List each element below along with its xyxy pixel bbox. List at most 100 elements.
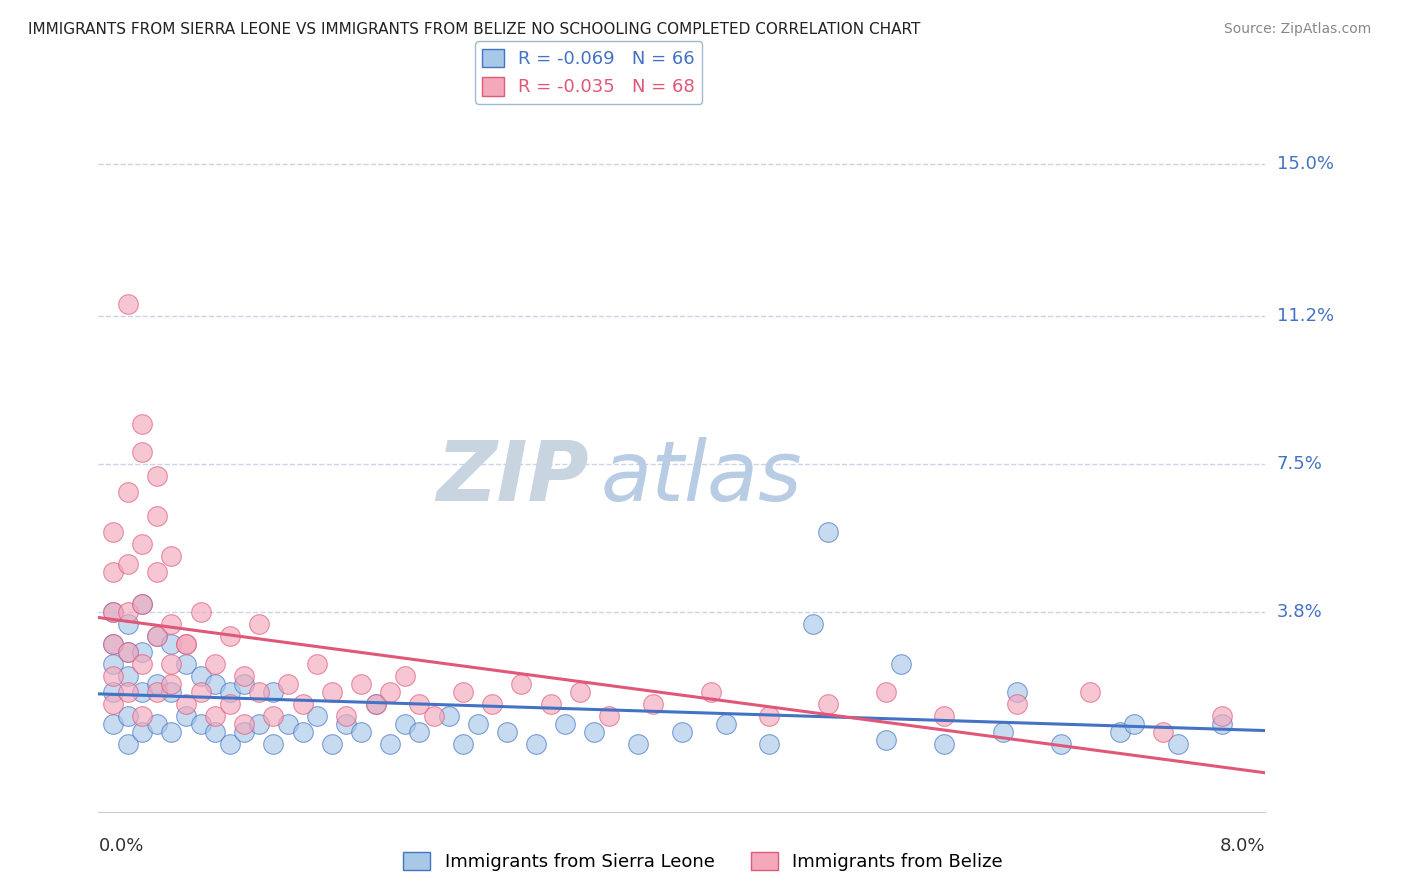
Point bbox=[204, 677, 226, 691]
Point bbox=[262, 737, 284, 751]
Point bbox=[467, 716, 489, 731]
Point bbox=[146, 716, 169, 731]
Point bbox=[1152, 724, 1174, 739]
Point bbox=[817, 697, 839, 711]
Point bbox=[101, 637, 124, 651]
Point bbox=[101, 657, 124, 671]
Point bbox=[190, 685, 212, 699]
Point bbox=[321, 685, 343, 699]
Point bbox=[350, 724, 373, 739]
Text: ZIP: ZIP bbox=[436, 437, 589, 518]
Point bbox=[291, 724, 314, 739]
Point bbox=[131, 597, 153, 611]
Point bbox=[131, 708, 153, 723]
Point bbox=[101, 697, 124, 711]
Point bbox=[714, 716, 737, 731]
Point bbox=[277, 716, 299, 731]
Point bbox=[190, 716, 212, 731]
Point bbox=[131, 724, 153, 739]
Point bbox=[131, 597, 153, 611]
Text: 0.0%: 0.0% bbox=[98, 837, 143, 855]
Point bbox=[801, 616, 824, 631]
Point bbox=[204, 708, 226, 723]
Text: 3.8%: 3.8% bbox=[1277, 603, 1322, 621]
Point bbox=[101, 605, 124, 619]
Point bbox=[204, 657, 226, 671]
Point bbox=[1211, 708, 1233, 723]
Point bbox=[117, 669, 139, 683]
Point bbox=[233, 716, 256, 731]
Point bbox=[117, 484, 139, 499]
Point bbox=[218, 629, 240, 643]
Point bbox=[451, 737, 474, 751]
Text: 8.0%: 8.0% bbox=[1220, 837, 1265, 855]
Point bbox=[277, 677, 299, 691]
Point bbox=[117, 616, 139, 631]
Point bbox=[524, 737, 547, 751]
Point bbox=[568, 685, 591, 699]
Point bbox=[1123, 716, 1146, 731]
Point bbox=[174, 697, 197, 711]
Point bbox=[1080, 685, 1102, 699]
Point bbox=[408, 724, 430, 739]
Point bbox=[101, 669, 124, 683]
Text: 11.2%: 11.2% bbox=[1277, 307, 1334, 325]
Point bbox=[117, 685, 139, 699]
Point bbox=[131, 445, 153, 459]
Point bbox=[510, 677, 533, 691]
Point bbox=[101, 685, 124, 699]
Point bbox=[890, 657, 912, 671]
Text: 7.5%: 7.5% bbox=[1277, 455, 1323, 473]
Point bbox=[174, 657, 197, 671]
Point bbox=[131, 657, 153, 671]
Text: Source: ZipAtlas.com: Source: ZipAtlas.com bbox=[1223, 22, 1371, 37]
Point bbox=[101, 716, 124, 731]
Point bbox=[160, 616, 183, 631]
Point bbox=[307, 708, 329, 723]
Point bbox=[1007, 697, 1029, 711]
Point bbox=[321, 737, 343, 751]
Point bbox=[117, 557, 139, 571]
Point bbox=[554, 716, 576, 731]
Point bbox=[291, 697, 314, 711]
Point bbox=[247, 685, 270, 699]
Point bbox=[117, 645, 139, 659]
Point bbox=[350, 677, 373, 691]
Point bbox=[991, 724, 1014, 739]
Point bbox=[101, 524, 124, 539]
Point bbox=[117, 708, 139, 723]
Point bbox=[423, 708, 446, 723]
Point bbox=[380, 685, 402, 699]
Point bbox=[496, 724, 519, 739]
Point bbox=[671, 724, 693, 739]
Point bbox=[307, 657, 329, 671]
Point bbox=[394, 669, 416, 683]
Point bbox=[160, 724, 183, 739]
Point bbox=[598, 708, 620, 723]
Point bbox=[641, 697, 664, 711]
Point bbox=[408, 697, 430, 711]
Point bbox=[190, 669, 212, 683]
Text: atlas: atlas bbox=[600, 437, 801, 518]
Point bbox=[627, 737, 650, 751]
Point bbox=[174, 708, 197, 723]
Point bbox=[190, 605, 212, 619]
Point bbox=[540, 697, 562, 711]
Point bbox=[117, 605, 139, 619]
Point bbox=[700, 685, 723, 699]
Point bbox=[160, 677, 183, 691]
Point bbox=[875, 685, 897, 699]
Point bbox=[117, 645, 139, 659]
Point bbox=[146, 629, 169, 643]
Point bbox=[174, 637, 197, 651]
Point bbox=[146, 685, 169, 699]
Point bbox=[364, 697, 387, 711]
Point bbox=[451, 685, 474, 699]
Text: 15.0%: 15.0% bbox=[1277, 155, 1333, 173]
Legend: R = -0.069   N = 66, R = -0.035   N = 68: R = -0.069 N = 66, R = -0.035 N = 68 bbox=[475, 42, 702, 103]
Point bbox=[583, 724, 606, 739]
Point bbox=[262, 685, 284, 699]
Point bbox=[101, 605, 124, 619]
Point bbox=[875, 732, 897, 747]
Point bbox=[364, 697, 387, 711]
